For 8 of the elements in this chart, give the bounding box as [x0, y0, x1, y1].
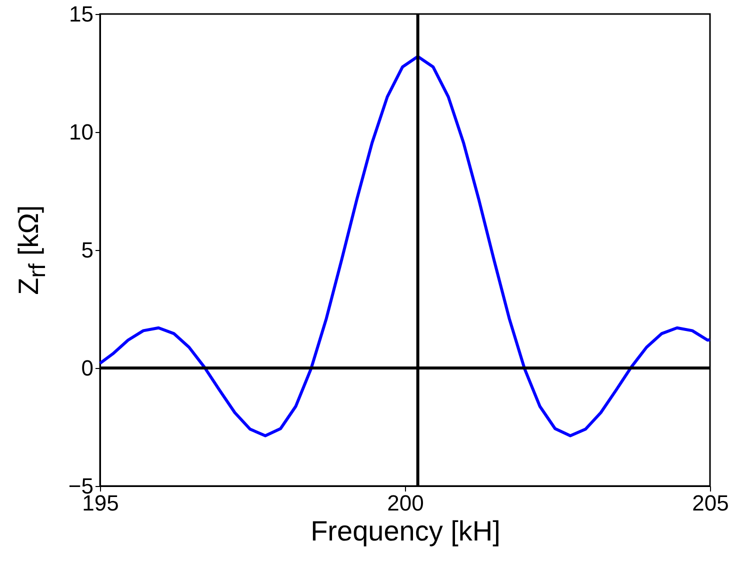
y-tick-label: 5 — [81, 238, 94, 262]
x-tick-label: 200 — [387, 490, 424, 516]
x-axis-title: Frequency [kH] — [310, 516, 500, 546]
y-tick-label: 15 — [69, 2, 94, 26]
line-series — [98, 54, 712, 438]
y-tick-label: 0 — [81, 356, 94, 380]
x-tick-label: 205 — [692, 490, 729, 516]
y-tick-label: 10 — [69, 120, 94, 144]
